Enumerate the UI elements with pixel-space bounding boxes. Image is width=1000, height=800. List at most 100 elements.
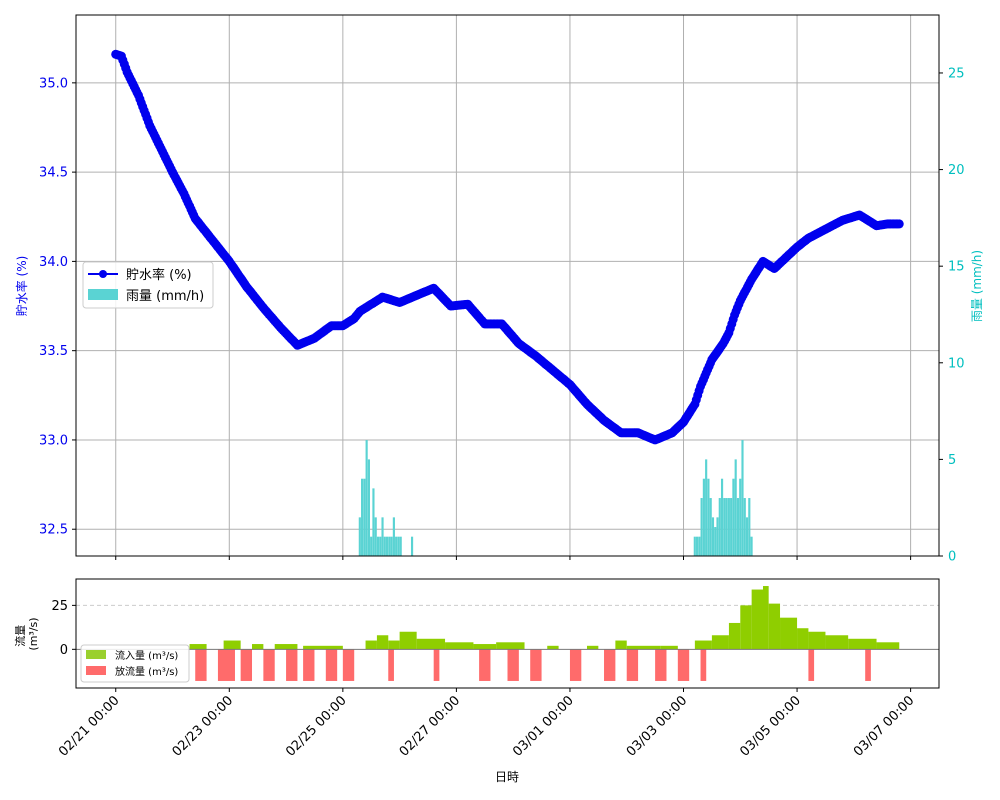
outflow-bar <box>263 649 275 681</box>
left-tick-label: 32.5 <box>39 523 68 538</box>
outflow-bar <box>604 649 616 681</box>
rain-bar <box>725 498 728 556</box>
outflow-bar <box>388 649 394 681</box>
rain-bar <box>363 478 366 556</box>
legend-inflow-swatch <box>86 650 106 659</box>
flow-axis-label: 流量 (m³/s) <box>13 617 40 650</box>
outflow-bar <box>700 649 707 681</box>
rain-bar <box>372 488 375 556</box>
rain-bar <box>381 517 384 556</box>
inflow-bar <box>376 635 389 650</box>
right-axis-label: 雨量 (mm/h) <box>970 250 984 322</box>
inflow-bar <box>694 640 712 650</box>
bottom-legend: 流入量 (m³/s) 放流量 (m³/s) <box>80 644 190 683</box>
rain-bar <box>748 498 751 556</box>
inflow-bar <box>445 642 474 650</box>
outflow-bar <box>655 649 667 681</box>
inflow-bar <box>728 622 741 650</box>
top-legend: 貯水率 (%) 雨量 (mm/h) <box>82 261 214 309</box>
inflow-bar <box>751 589 763 650</box>
rain-bar <box>367 459 370 556</box>
right-tick-label: 10 <box>948 356 965 371</box>
outflow-bar <box>865 649 871 681</box>
inflow-bar <box>547 645 559 650</box>
inflow-bar <box>825 635 849 650</box>
inflow-bar <box>711 635 729 650</box>
rain-bar <box>727 498 730 556</box>
left-tick-label: 33.5 <box>39 344 68 359</box>
legend-inflow-label: 流入量 (m³/s) <box>115 649 178 662</box>
inflow-bar <box>388 640 400 650</box>
flow-axis-label-line1: 流量 <box>13 625 27 647</box>
inflow-bar <box>303 645 343 650</box>
legend-storage-marker <box>99 270 107 278</box>
left-axis-label: 貯水率 (%) <box>14 256 29 317</box>
bottom-plot-frame <box>75 578 940 689</box>
rain-bar <box>695 536 699 556</box>
outflow-bar <box>286 649 298 681</box>
outflow-bar <box>325 649 338 681</box>
bottom-tick-label: 25 <box>51 599 68 614</box>
rain-bar <box>410 536 414 556</box>
top-plot-frame <box>75 14 940 557</box>
inflow-bar <box>365 640 377 650</box>
flow-axis-label-line2: (m³/s) <box>27 617 40 650</box>
outflow-bar <box>195 649 207 681</box>
rain-bar <box>365 440 368 556</box>
inflow-bar <box>416 638 446 650</box>
inflow-bar <box>496 642 525 650</box>
outflow-bar <box>240 649 253 681</box>
outflow-bar <box>217 649 235 681</box>
inflow-bar <box>797 628 809 650</box>
rain-bar <box>741 440 744 556</box>
legend-outflow-label: 放流量 (m³/s) <box>115 665 178 678</box>
inflow-bar <box>740 605 752 650</box>
inflow-bar <box>808 631 826 650</box>
storage-rate-panel: 32.5 33.0 33.5 34.0 34.5 35.0 0 5 10 15 20 25 貯水率 … <box>14 14 984 565</box>
rain-bar <box>720 478 724 556</box>
rain-bar <box>711 517 715 556</box>
left-tick-label: 34.0 <box>39 255 68 270</box>
right-tick-label: 15 <box>948 260 965 275</box>
left-tick-label: 34.5 <box>39 166 68 181</box>
bottom-y-ticks: 0 25 <box>51 599 76 658</box>
rain-bar <box>730 498 733 556</box>
rain-bars <box>358 440 753 556</box>
rain-bar <box>700 498 703 556</box>
rain-bar <box>723 498 726 556</box>
storage-point <box>894 219 904 229</box>
rain-bar <box>388 536 391 556</box>
inflow-bar <box>586 645 599 650</box>
inflow-bar <box>660 645 678 650</box>
rain-bar <box>743 498 746 556</box>
inflow-bar <box>473 644 497 650</box>
outflow-bar <box>342 649 355 681</box>
right-axis-ticks: 0 5 10 15 20 25 <box>939 66 965 565</box>
rain-bar <box>385 536 389 556</box>
right-tick-label: 25 <box>948 66 965 81</box>
inflow-bar <box>399 631 417 650</box>
inflow-bar <box>252 644 264 650</box>
right-tick-label: 0 <box>948 550 956 565</box>
outflow-bar <box>433 649 440 681</box>
rain-bar <box>392 517 395 556</box>
rain-bar <box>370 536 373 556</box>
storage-line <box>111 49 904 445</box>
rain-bar <box>750 536 753 556</box>
rain-bar <box>714 527 717 556</box>
rain-bar <box>716 517 719 556</box>
rain-bar <box>745 517 749 556</box>
top-grid <box>76 15 939 556</box>
legend-rain-swatch <box>88 289 118 300</box>
rain-bar <box>732 478 735 556</box>
rain-bar <box>702 478 705 556</box>
rain-bar <box>358 517 361 556</box>
rain-bar <box>390 536 393 556</box>
left-tick-label: 35.0 <box>39 76 68 91</box>
inflow-bar <box>780 617 798 650</box>
left-tick-label: 33.0 <box>39 433 68 448</box>
outflow-bar <box>507 649 519 681</box>
inflow-bar <box>615 640 627 650</box>
inflow-bar <box>626 645 661 650</box>
outflow-bar <box>677 649 690 681</box>
